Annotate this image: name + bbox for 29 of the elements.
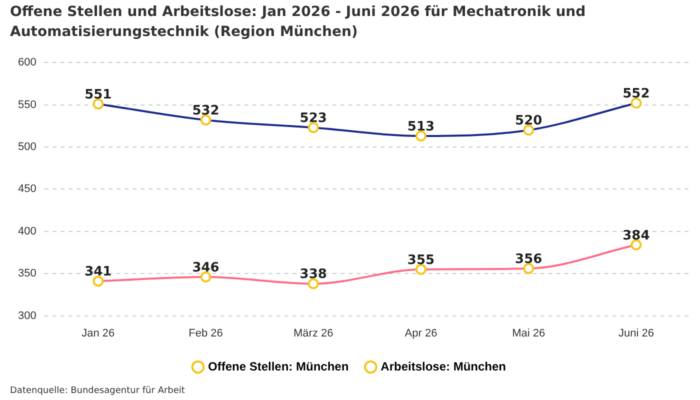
x-tick-label: Juni 26	[618, 327, 654, 340]
x-tick-label: Apr 26	[404, 327, 438, 340]
data-label: 356	[515, 252, 542, 267]
y-tick-label: 300	[18, 310, 36, 322]
chart-title: Offene Stellen und Arbeitslose: Jan 2026 - Juni 2026 für Mechatronik und Automatisierungstechnik (Region München)	[10, 3, 587, 42]
data-label: 513	[407, 119, 435, 134]
y-tick-label: 600	[18, 56, 36, 69]
y-tick-label: 350	[18, 268, 36, 280]
x-tick-label: Feb 26	[188, 327, 223, 340]
legend-label: Arbeitslose: München	[380, 359, 506, 374]
data-label: 341	[84, 264, 112, 280]
data-label: 346	[192, 260, 220, 276]
y-tick-label: 550	[18, 98, 36, 111]
text: Datenquelle: Bundesagentur für Arbeit	[10, 386, 185, 396]
data-label: 355	[407, 252, 435, 268]
data-label: 552	[622, 86, 650, 102]
y-tick-label: 500	[18, 141, 36, 154]
x-tick-label: Jan 26	[82, 327, 115, 340]
data-label: 523	[300, 110, 327, 126]
x-tick-label: März 26	[294, 327, 334, 340]
data-label: 384	[622, 228, 650, 244]
data-label: 520	[515, 113, 542, 128]
data-label: 532	[192, 103, 220, 118]
legend-label: Offene Stellen: München	[208, 359, 349, 374]
y-tick-label: 400	[18, 225, 36, 238]
data-label: 338	[300, 267, 327, 282]
x-tick-label: Mai 26	[512, 327, 546, 340]
y-tick-label: 450	[18, 183, 36, 196]
data-label: 551	[84, 87, 112, 102]
